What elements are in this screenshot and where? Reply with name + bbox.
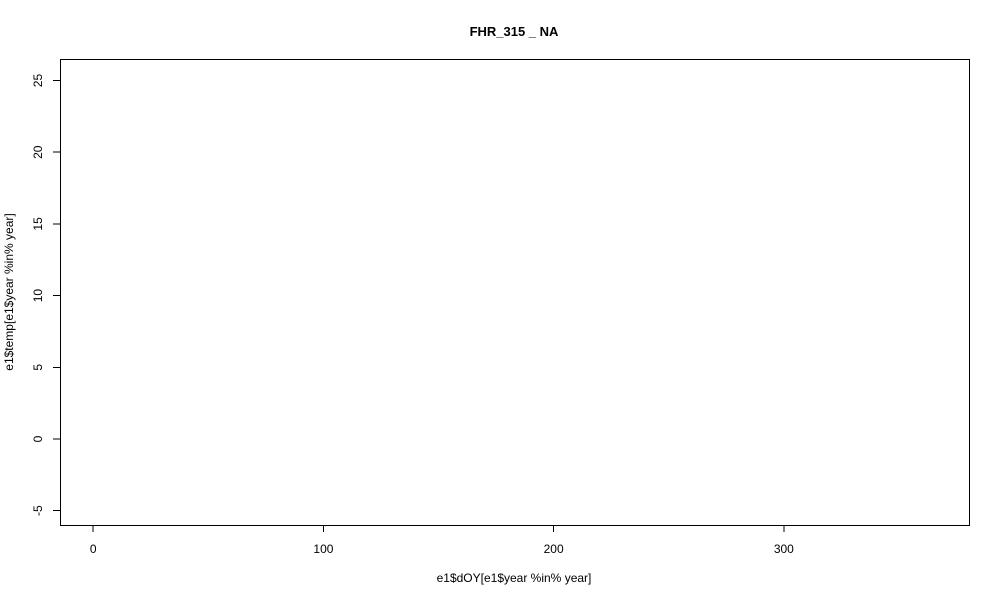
x-tick-label: 100 [313,542,333,556]
x-tick-label: 200 [544,542,564,556]
y-tick-label: 20 [31,145,45,159]
y-tick-label: 5 [31,364,45,371]
plot-area-border [60,59,970,526]
x-tick-label: 300 [774,542,794,556]
y-tick-label: 15 [31,217,45,231]
y-tick-label: 25 [31,74,45,88]
y-tick-label: 0 [31,435,45,442]
x-axis: 0 100 200 300 [90,525,794,556]
y-tick-label: -5 [31,505,45,516]
y-tick-label: 10 [31,289,45,303]
x-axis-label: e1$dOY[e1$year %in% year] [437,571,592,585]
x-tick-label: 0 [90,542,97,556]
y-axis: -5 0 5 10 15 20 25 [31,74,61,516]
chart-title: FHR_315 _ NA [470,24,559,39]
y-axis-label: e1$temp[e1$year %in% year] [2,213,16,370]
